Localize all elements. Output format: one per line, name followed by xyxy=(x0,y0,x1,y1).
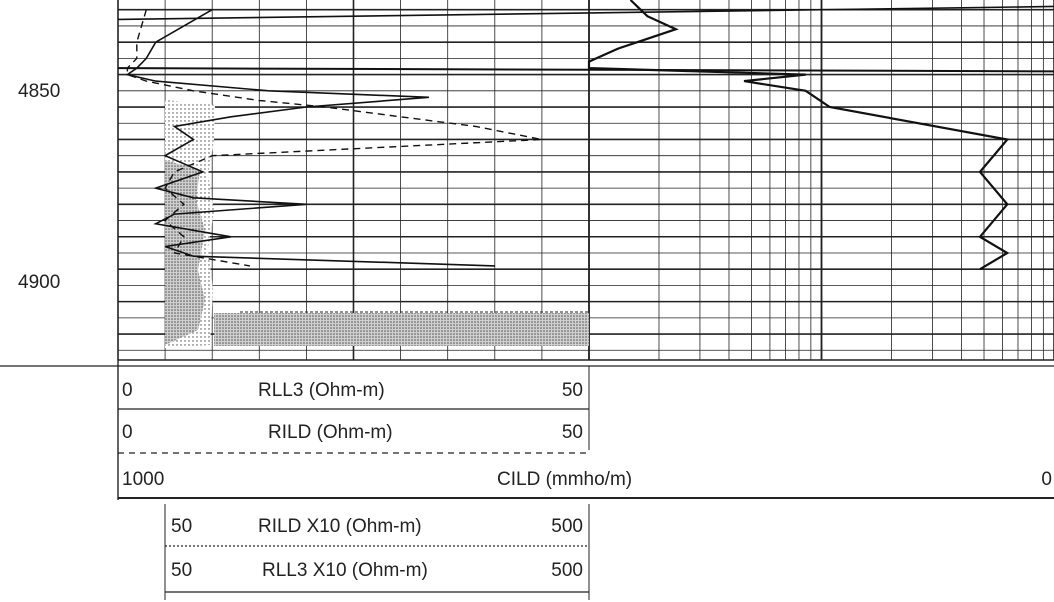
legend-rll3-label: RLL3 (Ohm-m) xyxy=(258,380,385,401)
depth-label-4850: 4850 xyxy=(18,81,60,102)
legend-row-rild: 0 RILD (Ohm-m) 50 xyxy=(118,422,589,454)
legend-rild-max: 50 xyxy=(562,422,583,443)
legend-cild-max: 0 xyxy=(1041,469,1052,490)
rll3-spike xyxy=(117,5,1054,21)
legend-rll3-x10-label: RLL3 X10 (Ohm-m) xyxy=(262,560,428,581)
rild-curve xyxy=(126,9,543,267)
legend-rll3-max: 50 xyxy=(562,380,583,401)
legend-rll3-x10-min: 50 xyxy=(171,560,192,581)
curves xyxy=(117,0,1054,271)
cild-curve xyxy=(587,0,1010,271)
grid xyxy=(117,0,1054,361)
legend-row-cild: 1000 CILD (mmho/m) 0 xyxy=(118,469,1054,499)
curve-shading xyxy=(165,100,589,348)
curve-legend: 0 RLL3 (Ohm-m) 50 0 RILD (Ohm-m) 50 1000… xyxy=(0,360,1054,600)
legend-rild-x10-max: 500 xyxy=(551,516,583,537)
legend-row-rild-x10: 50 RILD X10 (Ohm-m) 500 xyxy=(165,516,589,547)
rll3-x10-base-shading xyxy=(214,313,589,346)
legend-rild-x10-label: RILD X10 (Ohm-m) xyxy=(258,516,422,537)
legend-cild-min: 1000 xyxy=(122,469,164,490)
legend-rll3-x10-max: 500 xyxy=(551,560,583,581)
legend-cild-label: CILD (mmho/m) xyxy=(497,469,632,490)
rll3-curve xyxy=(125,9,495,267)
legend-row-rll3-x10: 50 RLL3 X10 (Ohm-m) 500 xyxy=(165,560,589,593)
legend-rild-min: 0 xyxy=(122,422,133,443)
depth-label-4900: 4900 xyxy=(18,272,60,293)
cild-spike xyxy=(117,67,1054,73)
legend-rild-x10-min: 50 xyxy=(171,516,192,537)
legend-rll3-min: 0 xyxy=(122,380,133,401)
legend-rild-label: RILD (Ohm-m) xyxy=(268,422,393,443)
legend-row-rll3: 0 RLL3 (Ohm-m) 50 xyxy=(118,380,589,410)
